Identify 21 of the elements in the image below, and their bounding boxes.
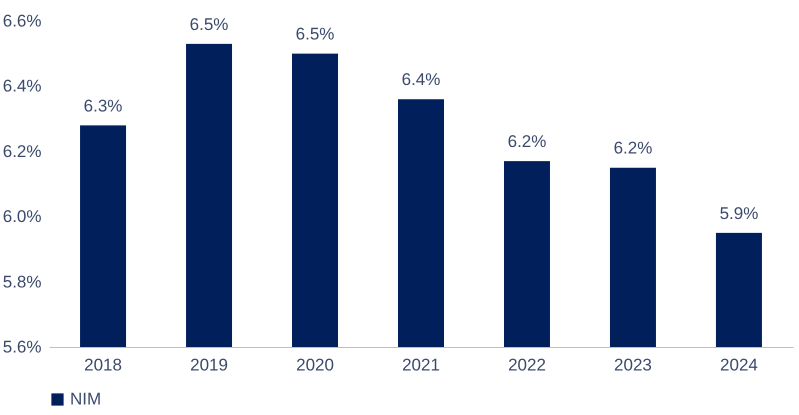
x-tick-label: 2018 [84, 356, 122, 374]
y-tick-label: 6.6% [2, 12, 42, 30]
x-tick-label: 2019 [190, 356, 228, 374]
y-tick-label: 6.2% [2, 142, 42, 161]
data-label: 6.5% [190, 14, 228, 34]
data-label: 5.9% [720, 204, 758, 223]
y-tick-label: 5.6% [2, 338, 42, 356]
data-label: 6.5% [296, 24, 334, 44]
data-label: 6.4% [402, 70, 440, 90]
y-tick-label: 6.0% [2, 207, 42, 226]
x-tick-label: 2022 [508, 356, 546, 374]
x-tick-label: 2021 [402, 356, 440, 374]
legend-label: NIM [70, 390, 102, 408]
y-tick-label: 6.4% [2, 76, 42, 96]
data-label: 6.2% [614, 138, 652, 158]
data-label: 6.3% [84, 96, 122, 116]
x-tick-label: 2023 [614, 356, 652, 374]
data-label: 6.2% [508, 132, 546, 152]
x-tick-label: 2024 [720, 356, 758, 374]
y-tick-label: 5.8% [2, 272, 42, 292]
x-tick-label: 2020 [296, 356, 334, 374]
